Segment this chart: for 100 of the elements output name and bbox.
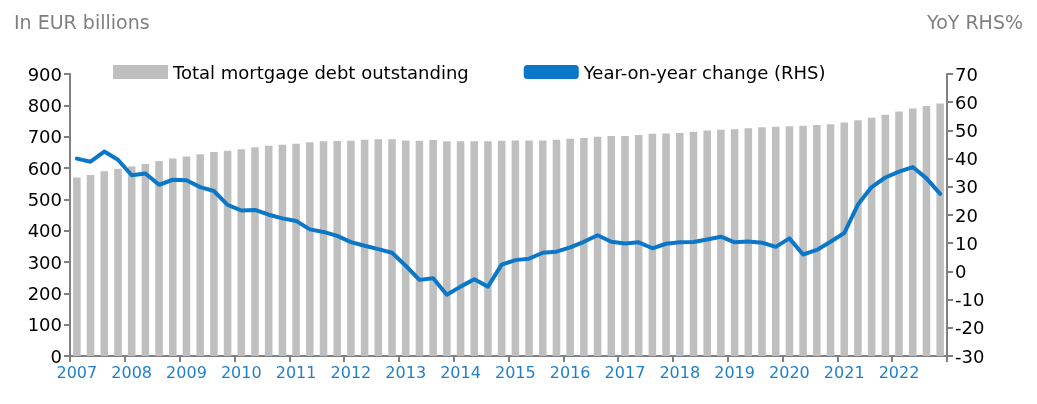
bar: [210, 152, 218, 356]
x-tick-label: 2010: [220, 362, 262, 382]
bar: [374, 139, 383, 356]
x-tick-label: 2016: [549, 362, 591, 382]
y2-tick-label: -10: [955, 289, 985, 311]
bar: [169, 158, 177, 356]
bar: [538, 140, 547, 356]
bar: [443, 141, 451, 356]
y-tick-label: 100: [27, 314, 62, 336]
bar: [114, 168, 122, 356]
x-tick-label: 2020: [769, 362, 810, 382]
bar: [703, 130, 711, 356]
bar: [127, 166, 136, 356]
bar: [415, 140, 424, 356]
line-series: [74, 149, 943, 297]
bar: [566, 138, 574, 356]
x-tick-label: 2012: [330, 362, 372, 382]
x-tick-label: 2011: [275, 362, 317, 382]
bar: [730, 129, 739, 356]
bar: [854, 120, 862, 356]
y-tick-label: 600: [27, 157, 62, 179]
bar: [936, 103, 944, 356]
bar: [141, 163, 150, 356]
bar: [881, 114, 890, 356]
y-tick-label: 900: [27, 63, 62, 85]
bar: [785, 126, 794, 356]
y2-tick-label: 0: [955, 260, 967, 282]
bar: [429, 140, 437, 356]
bar: [840, 122, 848, 356]
bar: [758, 127, 766, 356]
bar: [908, 108, 917, 356]
bar: [456, 141, 465, 356]
y2-tick-label: -20: [955, 317, 985, 339]
bar: [922, 105, 931, 356]
x-tick-label: 2013: [385, 362, 427, 382]
x-tick-label: 2017: [604, 362, 646, 382]
y2-tick-label: 60: [955, 91, 978, 113]
y2-tick-label: 10: [955, 232, 978, 254]
bar: [511, 140, 520, 356]
bar: [223, 150, 232, 356]
y2-tick-label: 50: [955, 119, 978, 141]
bar: [552, 139, 561, 356]
bar: [662, 133, 670, 356]
bar: [867, 117, 876, 356]
y-tick-label: 500: [27, 188, 62, 210]
bar: [264, 145, 273, 356]
bar: [100, 171, 109, 356]
bar: [155, 161, 163, 356]
bar: [237, 149, 246, 356]
bar: [689, 131, 698, 356]
bar: [813, 125, 821, 356]
bar: [292, 143, 300, 356]
y-tick-label: 800: [27, 94, 62, 116]
y2-axis-title: YoY RHS%: [926, 10, 1024, 33]
y2-tick-label: -30: [955, 345, 985, 367]
bar: [744, 128, 753, 356]
x-tick-label: 2019: [714, 362, 755, 382]
y2-tick-label: 20: [955, 204, 978, 226]
y2-tick-label: 40: [955, 148, 978, 170]
bar: [895, 111, 903, 356]
bar: [621, 136, 629, 356]
bar: [278, 144, 287, 356]
x-tick-label: 2021: [823, 362, 865, 382]
bar: [388, 139, 396, 356]
bar: [648, 133, 657, 356]
bar: [251, 147, 259, 356]
bar: [73, 177, 81, 356]
bar: [676, 132, 684, 356]
y-axis-title: In EUR billions: [14, 10, 150, 33]
y-tick-label: 700: [27, 126, 62, 148]
x-tick-label: 2018: [659, 362, 701, 382]
y-tick-label: 200: [27, 282, 62, 304]
bar: [484, 141, 492, 356]
bar: [470, 141, 479, 356]
bar: [182, 156, 191, 356]
x-tick-label: 2014: [440, 362, 481, 382]
x-tick-label: 2015: [494, 362, 536, 382]
x-tick-label: 2022: [878, 362, 920, 382]
bar: [826, 124, 835, 356]
bar: [401, 140, 410, 356]
bar: [634, 135, 643, 356]
bar: [347, 140, 355, 356]
y-tick-label: 400: [27, 220, 62, 242]
y2-tick-label: 30: [955, 176, 978, 198]
legend-label: Total mortgage debt outstanding: [172, 61, 469, 83]
bar: [360, 139, 369, 356]
bar: [799, 125, 807, 356]
bar: [497, 140, 506, 356]
bar: [607, 136, 616, 356]
y-tick-label: 300: [27, 251, 62, 273]
bar: [593, 136, 602, 356]
y2-tick-label: 70: [955, 63, 978, 85]
bar: [333, 141, 341, 356]
bar: [86, 174, 95, 356]
bar: [525, 140, 533, 356]
x-tick-label: 2009: [166, 362, 207, 382]
bar: [580, 137, 588, 356]
bar: [717, 129, 725, 356]
bar: [196, 154, 204, 356]
bar: [319, 141, 328, 356]
